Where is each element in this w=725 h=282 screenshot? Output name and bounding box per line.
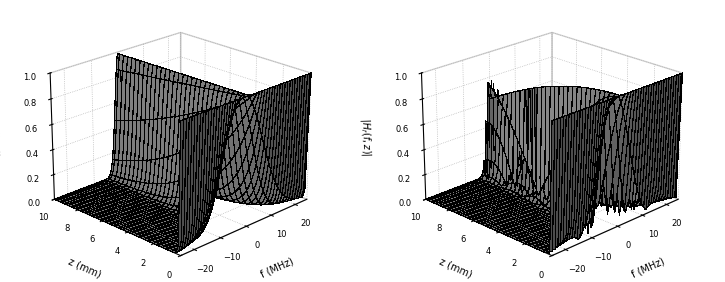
Y-axis label: z (mm): z (mm) [66, 256, 102, 280]
X-axis label: f (MHz): f (MHz) [259, 256, 295, 280]
Y-axis label: z (mm): z (mm) [438, 256, 473, 280]
X-axis label: f (MHz): f (MHz) [630, 256, 666, 280]
